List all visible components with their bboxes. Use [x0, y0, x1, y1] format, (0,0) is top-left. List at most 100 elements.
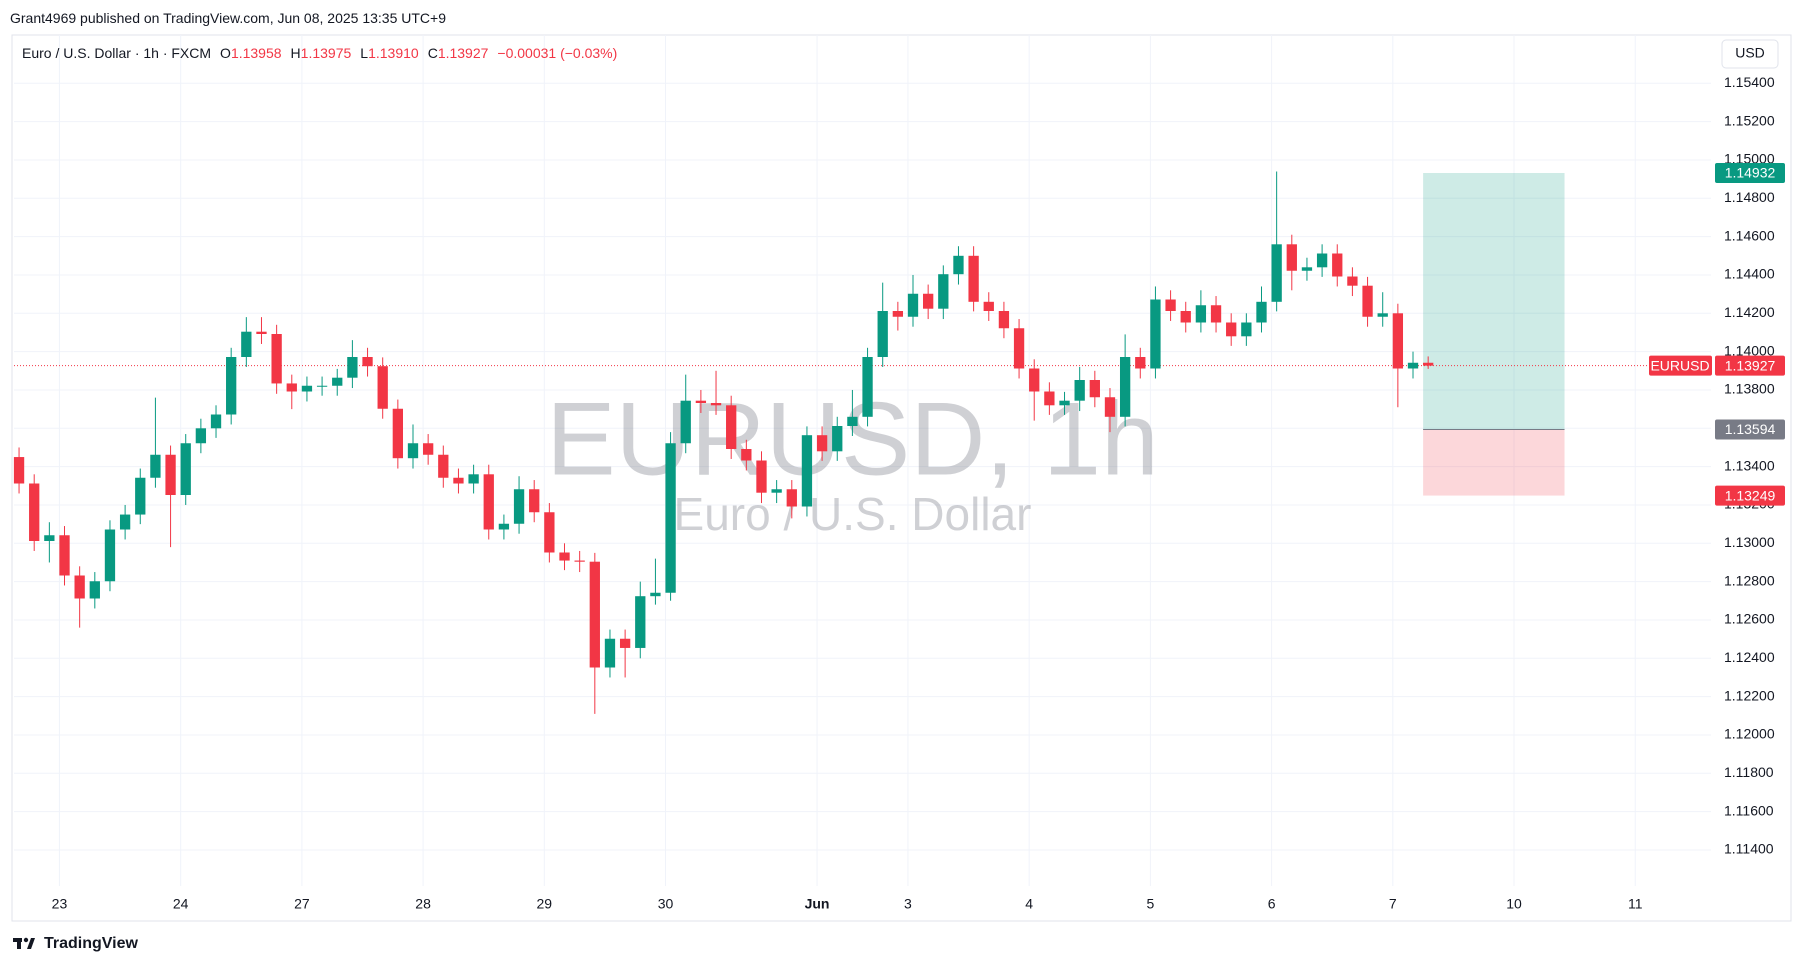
candle-body [529, 489, 540, 513]
candle-body [1362, 285, 1373, 317]
candle-body [59, 535, 70, 576]
candle-body [119, 514, 131, 530]
x-tick-label: 28 [415, 896, 431, 912]
y-tick-label: 1.14600 [1724, 227, 1775, 243]
logo-part [23, 937, 29, 943]
candle-body [726, 405, 737, 449]
candle-body [923, 293, 934, 309]
candle-body [347, 357, 358, 378]
legend-value: 1.13975 [300, 45, 352, 61]
symbol-legend: Euro / U.S. Dollar · 1h · FXCM O1.13958 H1… [22, 45, 617, 61]
legend-value: 1.13927 [437, 45, 489, 61]
legend-value: 1.13910 [368, 45, 419, 61]
brand: TradingView [44, 935, 138, 952]
candle-body [1407, 362, 1419, 369]
y-tick-label: 1.15000 [1724, 151, 1775, 167]
stop-price-label-bg [1715, 485, 1785, 506]
x-tick-label: 23 [52, 896, 68, 912]
candle-body [998, 311, 1010, 329]
y-tick-label: 1.11600 [1724, 802, 1774, 818]
candle-body [1347, 276, 1358, 286]
grid [14, 35, 1711, 886]
candle-body [650, 592, 661, 597]
candle-body [1195, 305, 1207, 323]
position-tool [14, 173, 1711, 496]
candle-body [695, 400, 707, 403]
candle-body [1301, 267, 1313, 271]
candle-body [1377, 313, 1388, 317]
candle-body [256, 331, 267, 334]
target-price-label: 1.14932 [1725, 165, 1776, 181]
candle-body [1316, 253, 1328, 268]
y-tick-label: 1.14000 [1724, 342, 1775, 358]
candle-body [29, 483, 40, 541]
candle-body [1013, 328, 1025, 369]
candle-body [756, 460, 767, 493]
candle-body [226, 357, 237, 415]
candle-body [468, 474, 479, 484]
y-tick-label: 1.11400 [1724, 841, 1774, 857]
y-tick-label: 1.12200 [1724, 687, 1775, 703]
symbol-tag-bg [1649, 355, 1712, 376]
profit-zone [1423, 173, 1565, 430]
candle-body [862, 357, 873, 417]
candle-body [1226, 322, 1237, 337]
candle-body [559, 552, 570, 561]
axes: 1.11400 1.11600 1.11800 1.12000 1.12200 1.124… [52, 39, 1785, 912]
y-tick-label: 1.13400 [1724, 457, 1775, 473]
entry-price-label-bg [1715, 419, 1785, 440]
candle-body [1241, 322, 1252, 337]
candle-body [544, 512, 555, 553]
candle-body [1104, 397, 1116, 417]
candle-body [498, 523, 510, 530]
legend-value: 1.13958 [230, 45, 282, 61]
loss-zone [1423, 429, 1565, 496]
candle-body [1332, 253, 1343, 277]
candle-body [422, 443, 434, 455]
y-tick-label: 1.14200 [1724, 304, 1775, 320]
entry-price-label: 1.13594 [1725, 421, 1776, 437]
candle-body [741, 449, 752, 461]
x-tick-label: 24 [173, 896, 189, 912]
candle-body [513, 489, 525, 524]
y-tick-label: 1.14400 [1724, 266, 1775, 282]
candles [13, 171, 1434, 714]
candle-body [938, 274, 949, 309]
legend-key: O [220, 45, 231, 61]
y-tick-label: 1.12400 [1724, 649, 1775, 665]
candle-body [801, 435, 813, 507]
candle-body [665, 443, 676, 593]
y-tick-label: 1.12800 [1724, 572, 1775, 588]
candle-body [89, 581, 100, 599]
candle-body [104, 529, 116, 582]
chart-frame [11, 34, 1792, 922]
candle-body [438, 454, 449, 478]
candle-body [1423, 362, 1434, 366]
y-tick-label: 1.14800 [1724, 189, 1775, 205]
candle-body [1119, 357, 1131, 417]
logo-part [27, 938, 35, 949]
x-tick-label: 6 [1268, 896, 1276, 912]
candle-body [680, 400, 691, 444]
target-price-label-bg [1715, 163, 1785, 183]
candle-body [953, 255, 964, 275]
candle-body [377, 366, 388, 409]
candle-body [1286, 244, 1297, 271]
candle-body [1074, 380, 1085, 401]
candle-body [907, 293, 919, 317]
last-price-label-bg [1715, 355, 1785, 376]
logo-part [17, 938, 21, 949]
candle-body [1029, 368, 1040, 392]
currency-label: USD [1735, 45, 1765, 61]
legend-change: −0.00031 (−0.03%) [497, 45, 618, 61]
y-tick-label: 1.13800 [1724, 381, 1775, 397]
candle-body [74, 575, 85, 599]
candle-body [847, 416, 858, 426]
candle-body [574, 560, 585, 562]
candle-body [1180, 311, 1191, 323]
candle-body [271, 334, 282, 384]
candle-body [392, 408, 403, 459]
x-tick-label: 10 [1506, 896, 1522, 912]
candle-body [150, 454, 161, 478]
